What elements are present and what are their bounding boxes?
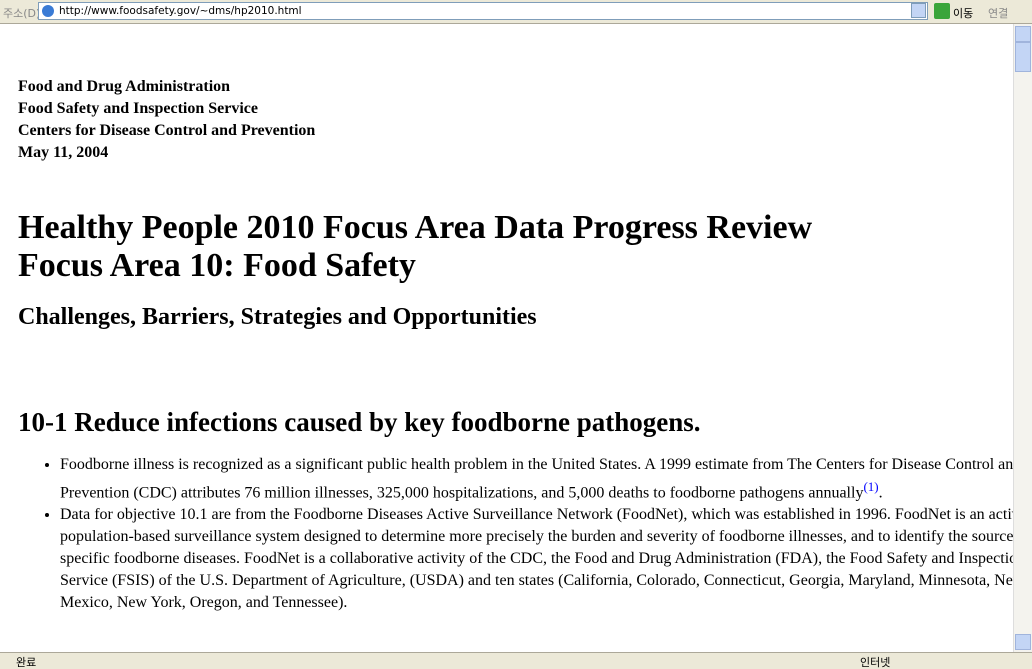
dropdown-button[interactable] bbox=[911, 3, 926, 18]
agency: Food and Drug Administration bbox=[18, 78, 231, 95]
address-input[interactable]: http://www.foodsafety.gov/~dms/hp2010.ht… bbox=[38, 2, 928, 20]
address-label: 주소(D) bbox=[3, 7, 41, 20]
bullet-text: Foodborne illness is recognized as a sig… bbox=[60, 456, 1013, 502]
page-icon bbox=[42, 5, 54, 17]
status-bar: 완료 인터넷 bbox=[0, 652, 1032, 669]
title-line: Focus Area 10: Food Safety bbox=[18, 247, 416, 284]
address-bar: 주소(D) http://www.foodsafety.gov/~dms/hp2… bbox=[0, 0, 1032, 24]
bullet: Foodborne illness is recognized as a sig… bbox=[60, 454, 1013, 504]
go-button[interactable]: 이동 bbox=[953, 7, 974, 20]
section-heading: 10-1 Reduce infections caused by key foo… bbox=[18, 407, 701, 437]
scrollbar[interactable] bbox=[1013, 24, 1032, 652]
date: May 11, 2004 bbox=[18, 144, 109, 161]
status-text: 완료 bbox=[16, 656, 37, 669]
bullet: Data for objective 10.1 are from the Foo… bbox=[60, 504, 1013, 614]
zone-text: 인터넷 bbox=[860, 656, 891, 669]
url-text: http://www.foodsafety.gov/~dms/hp2010.ht… bbox=[59, 5, 302, 17]
links-label[interactable]: 연결 bbox=[988, 7, 1009, 20]
bullet-text: Data for objective 10.1 are from the Foo… bbox=[60, 506, 1013, 612]
scroll-up[interactable] bbox=[1015, 26, 1031, 42]
agency: Centers for Disease Control and Preventi… bbox=[18, 122, 316, 139]
subtitle: Challenges, Barriers, Strategies and Opp… bbox=[18, 304, 537, 330]
title-line: Healthy People 2010 Focus Area Data Prog… bbox=[18, 209, 813, 246]
scroll-thumb[interactable] bbox=[1015, 42, 1031, 72]
footnote-link[interactable]: (1) bbox=[863, 479, 879, 494]
agency: Food Safety and Inspection Service bbox=[18, 100, 258, 117]
go-icon[interactable] bbox=[934, 3, 950, 19]
agencies: Food and Drug Administration Food Safety… bbox=[18, 76, 315, 164]
scroll-down[interactable] bbox=[1015, 634, 1031, 650]
title: Healthy People 2010 Focus Area Data Prog… bbox=[18, 209, 812, 285]
bullet-tail: . bbox=[878, 484, 883, 502]
bullet-list: Foodborne illness is recognized as a sig… bbox=[18, 454, 1013, 614]
page-content: Food and Drug Administration Food Safety… bbox=[0, 24, 1013, 652]
